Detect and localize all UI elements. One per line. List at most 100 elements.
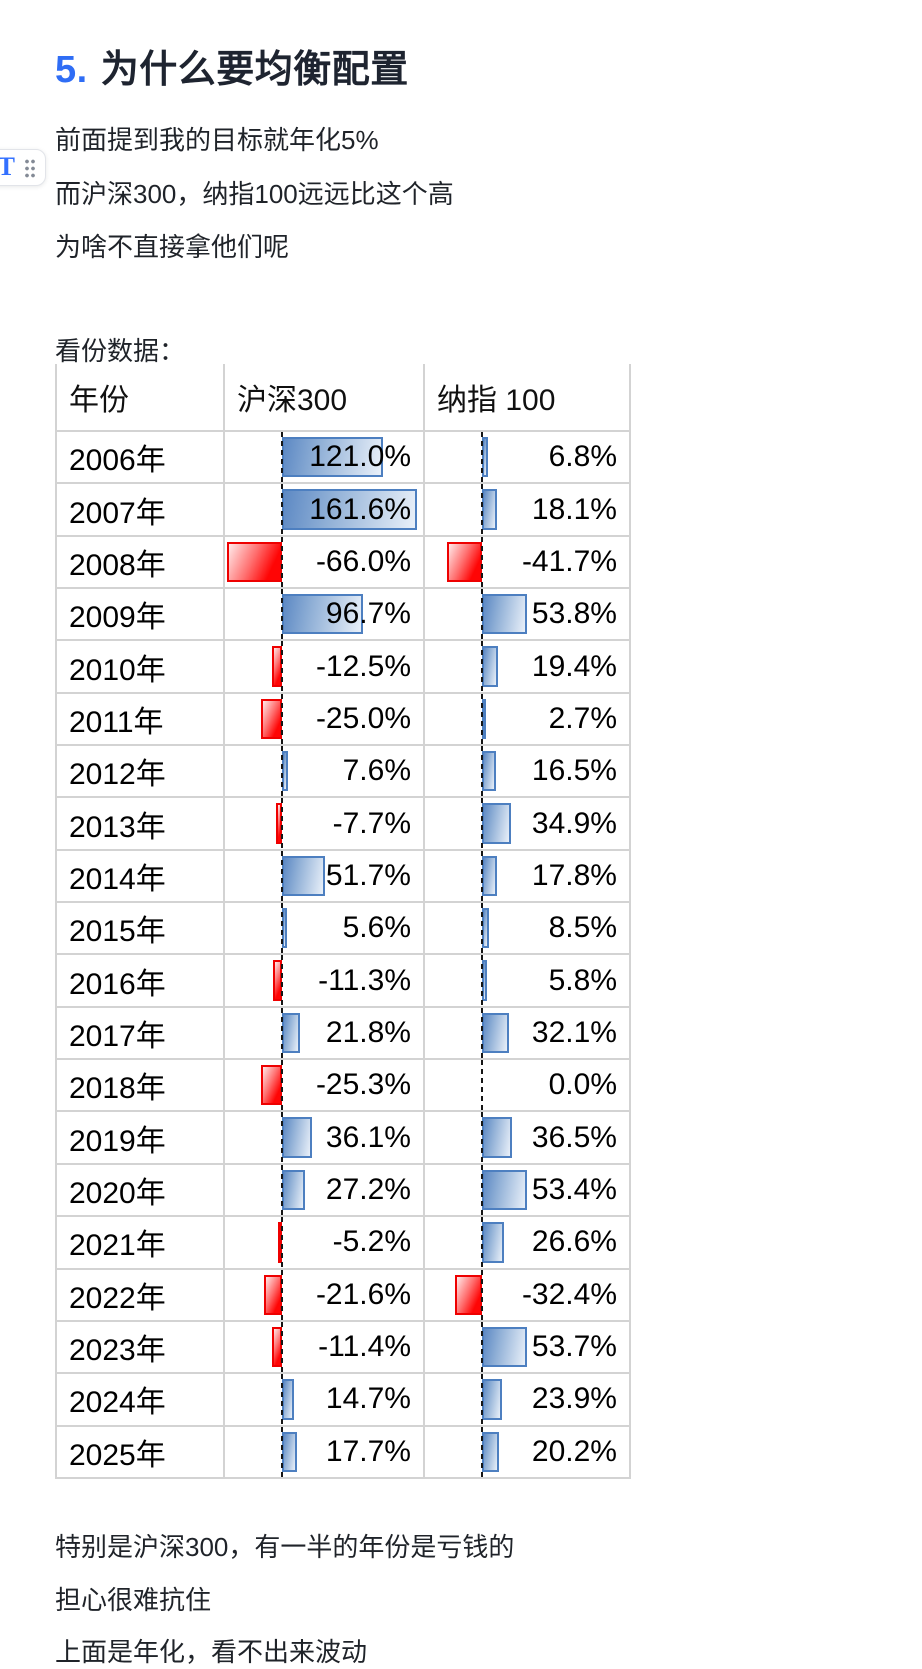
positive-databar	[482, 1431, 499, 1472]
data-cell: -21.6%	[225, 1269, 425, 1320]
negative-databar	[226, 541, 282, 583]
cell-value: 161.6%	[309, 492, 411, 526]
cell-value: -66.0%	[315, 544, 411, 578]
positive-databar	[482, 1012, 509, 1054]
positive-databar	[282, 489, 417, 530]
paragraph-4[interactable]: 看份数据：	[55, 336, 186, 366]
cell-value: 51.7%	[325, 858, 411, 892]
table-header-cell: 纳指 100	[437, 384, 556, 417]
table-row: 2022年 -21.6% -32.4%	[57, 1269, 629, 1322]
cell-value: 27.2%	[325, 1172, 411, 1206]
cell-value: -32.4%	[521, 1277, 617, 1311]
year-cell: 2006年	[57, 432, 225, 483]
paragraph-6[interactable]: 担心很难抗住	[55, 1585, 212, 1615]
table-row: 2023年 -11.4% 53.7%	[57, 1321, 629, 1375]
databar-axis	[281, 850, 283, 902]
data-cell: 36.5%	[425, 1112, 629, 1163]
positive-databar	[482, 594, 527, 635]
table-row: 2017年 21.8% 32.1%	[57, 1007, 629, 1061]
table-row: 2025年 17.7% 20.2%	[57, 1426, 629, 1479]
cell-value: 16.5%	[531, 754, 617, 788]
databar-axis	[481, 641, 483, 692]
cell-value: -12.5%	[315, 649, 411, 683]
year-cell: 2013年	[57, 798, 225, 849]
data-cell: -7.7%	[225, 798, 425, 849]
databar-axis	[481, 1060, 483, 1111]
data-cell: -25.3%	[225, 1060, 425, 1111]
table-row: 2019年 36.1% 36.5%	[57, 1112, 629, 1165]
cell-value: -25.3%	[315, 1068, 411, 1102]
data-cell: 2.7%	[425, 693, 629, 745]
databar-axis	[281, 536, 283, 588]
cell-value: 20.2%	[531, 1434, 617, 1468]
databar-axis	[481, 798, 483, 849]
databar-axis	[481, 903, 483, 954]
table-row: 2015年 5.6% 8.5%	[57, 903, 629, 956]
cell-value: 23.9%	[531, 1382, 617, 1416]
negative-databar	[277, 1222, 282, 1263]
databar-axis	[481, 1007, 483, 1059]
negative-databar	[261, 698, 282, 740]
data-cell: 5.6%	[225, 903, 425, 954]
data-cell: 16.5%	[425, 746, 629, 797]
table-row: 2020年 27.2% 53.4%	[57, 1164, 629, 1218]
heading-number: 5.	[55, 49, 88, 92]
negative-databar	[272, 960, 282, 1001]
databar-axis	[281, 693, 283, 745]
databar-axis	[281, 432, 283, 483]
databar-axis	[281, 641, 283, 692]
positive-databar	[282, 1117, 313, 1158]
databar-axis	[281, 903, 283, 954]
negative-databar	[275, 803, 282, 844]
paragraph-7[interactable]: 上面是年化，看不出来波动	[55, 1637, 368, 1667]
page-title: 5. 为什么要均衡配置	[55, 45, 409, 95]
data-cell: 21.8%	[225, 1007, 425, 1059]
block-handle-toolbar[interactable]: T	[0, 149, 46, 186]
cell-value: 5.8%	[548, 963, 617, 997]
paragraph-2[interactable]: 而沪深300，纳指100远远比这个高	[55, 179, 454, 209]
cell-value: -11.3%	[318, 963, 411, 997]
paragraph-5[interactable]: 特别是沪深300，有一半的年份是亏钱的	[55, 1532, 515, 1562]
positive-databar	[482, 646, 499, 687]
cell-value: -41.7%	[521, 544, 617, 578]
databar-axis	[481, 746, 483, 797]
cell-value: -5.2%	[332, 1225, 411, 1259]
positive-databar	[482, 751, 496, 792]
heading-text: 为什么要均衡配置	[100, 49, 409, 92]
cell-value: 36.1%	[325, 1120, 411, 1154]
paragraph-1[interactable]: 前面提到我的目标就年化5%	[55, 125, 379, 155]
positive-databar	[482, 1117, 513, 1158]
cell-value: 7.6%	[342, 754, 411, 788]
databar-axis	[281, 798, 283, 849]
data-cell: 17.8%	[425, 850, 629, 902]
databar-axis	[481, 1321, 483, 1373]
cell-value: 18.1%	[531, 492, 617, 526]
data-cell: 121.0%	[225, 432, 425, 483]
text-block-icon[interactable]: T	[0, 151, 15, 181]
data-cell: 53.4%	[425, 1164, 629, 1216]
negative-databar	[260, 1065, 282, 1106]
cell-value: -7.7%	[332, 806, 411, 840]
data-cell: 7.6%	[225, 746, 425, 797]
year-cell: 2019年	[57, 1112, 225, 1163]
paragraph-3[interactable]: 为啥不直接拿他们呢	[55, 232, 290, 262]
databar-axis	[481, 1374, 483, 1425]
table-row: 2007年 161.6% 18.1%	[57, 484, 629, 537]
negative-databar	[454, 1274, 482, 1315]
annual-returns-table[interactable]: 年份 沪深300 纳指 100 2006年 121.0% 6.8% 2007年 161.6%…	[55, 364, 631, 1479]
data-cell: -66.0%	[225, 536, 425, 588]
cell-value: 121.0%	[309, 440, 411, 474]
table-row: 2010年 -12.5% 19.4%	[57, 641, 629, 694]
year-cell: 2007年	[57, 484, 225, 535]
databar-axis	[481, 1112, 483, 1163]
cell-value: 19.4%	[531, 649, 617, 683]
drag-handle-icon[interactable]	[24, 157, 35, 178]
databar-axis	[281, 1217, 283, 1268]
data-cell: -11.4%	[225, 1321, 425, 1373]
table-row: 2012年 7.6% 16.5%	[57, 746, 629, 799]
databar-axis	[281, 589, 283, 640]
year-cell: 2010年	[57, 641, 225, 692]
data-cell: 53.8%	[425, 589, 629, 640]
year-cell: 2016年	[57, 955, 225, 1006]
data-cell: 20.2%	[425, 1426, 629, 1477]
